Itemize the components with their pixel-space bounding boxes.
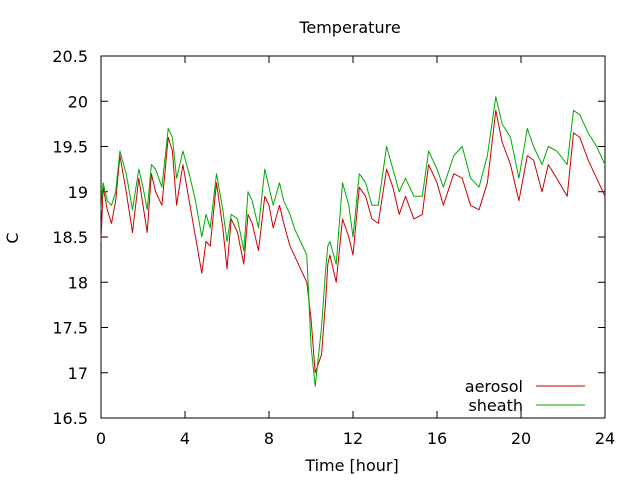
series-line-sheath [100,96,606,387]
x-tick-label: 24 [595,429,615,448]
chart-title: Temperature [298,18,400,37]
x-tick-label: 12 [343,429,363,448]
y-tick-label: 18.5 [52,228,88,247]
series-layer [100,96,606,387]
y-tick-label: 18 [68,273,88,292]
axis-ticks: 16.5 17 17.5 18 18.5 19 19.5 20 20.5 0 4 8 12 16 20 24 [52,47,615,448]
y-tick-label: 17 [68,364,88,383]
x-tick-label: 8 [264,429,274,448]
series-line-aerosol [100,109,606,374]
y-tick-label: 17.5 [52,319,88,338]
y-tick-label: 19 [68,183,88,202]
y-axis-title: C [3,232,22,243]
x-tick-label: 4 [180,429,190,448]
x-tick-label: 20 [511,429,531,448]
y-tick-label: 19.5 [52,138,88,157]
y-tick-label: 20 [68,92,88,111]
legend-label-sheath: sheath [468,396,523,415]
legend-label-aerosol: aerosol [465,377,523,396]
y-tick-label: 20.5 [52,47,88,66]
y-tick-label: 16.5 [52,409,88,428]
x-tick-label: 16 [427,429,447,448]
x-axis-title: Time [hour] [304,456,398,475]
x-tick-label: 0 [96,429,106,448]
